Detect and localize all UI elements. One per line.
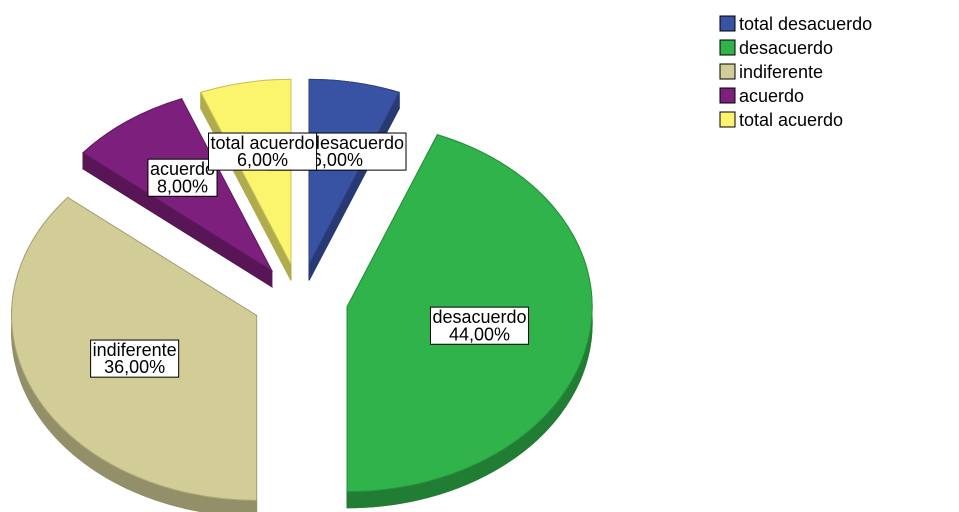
slice-category: total acuerdo	[211, 133, 315, 153]
legend-swatch	[719, 111, 736, 128]
legend: total desacuerdo desacuerdo indiferente acu…	[719, 14, 872, 130]
legend-swatch	[719, 63, 736, 80]
slice-value: 36,00%	[104, 357, 165, 377]
slice-category: desacuerdo	[432, 307, 526, 327]
slice-value: 8,00%	[157, 176, 208, 196]
slice-label-text: acuerdo 8,00%	[150, 159, 215, 196]
legend-swatch	[719, 87, 736, 104]
slice-value: 6,00%	[312, 150, 363, 170]
legend-label: total desacuerdo	[739, 14, 872, 34]
slice-top	[200, 78, 292, 265]
slice-value: 44,00%	[449, 324, 510, 344]
slice-label-box	[208, 132, 318, 171]
legend-label: total acuerdo	[739, 110, 843, 130]
legend-label: indiferente	[739, 62, 823, 82]
slice-labels: total desacuerdo 6,00%desacuerdo 44,00%ind…	[90, 132, 530, 378]
slice-label: total acuerdo 6,00%	[208, 132, 318, 171]
legend-swatch	[719, 39, 736, 56]
slice-label-box	[147, 158, 218, 197]
slice-value: 6,00%	[237, 150, 288, 170]
slice-label: indiferente 36,00%	[90, 339, 180, 378]
slice-label-box	[90, 339, 180, 378]
slice-category: indiferente	[93, 340, 177, 360]
slice-label-text: total acuerdo 6,00%	[211, 133, 315, 170]
legend-label: acuerdo	[739, 86, 804, 106]
slice-label: acuerdo 8,00%	[147, 158, 218, 197]
slice-top	[308, 78, 400, 265]
slice-category: acuerdo	[150, 159, 215, 179]
legend-label: desacuerdo	[739, 38, 833, 58]
slice-label-box	[429, 306, 530, 345]
slice-label-text: desacuerdo 44,00%	[432, 307, 526, 344]
slice	[82, 97, 274, 289]
legend-swatch	[719, 15, 736, 32]
slice-label: desacuerdo 44,00%	[429, 306, 530, 345]
slice-label-text: indiferente 36,00%	[93, 340, 177, 377]
